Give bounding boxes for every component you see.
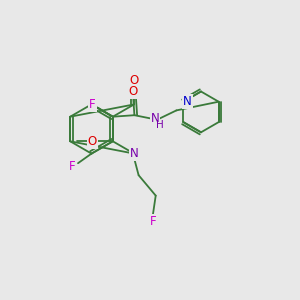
Text: O: O bbox=[88, 135, 97, 148]
Text: O: O bbox=[130, 74, 139, 87]
Text: F: F bbox=[149, 215, 156, 228]
Text: F: F bbox=[69, 160, 76, 173]
Text: H: H bbox=[156, 120, 164, 130]
Text: N: N bbox=[150, 112, 159, 125]
Text: N: N bbox=[130, 147, 139, 160]
Text: N: N bbox=[183, 95, 192, 108]
Text: F: F bbox=[89, 98, 96, 111]
Text: O: O bbox=[129, 85, 138, 98]
